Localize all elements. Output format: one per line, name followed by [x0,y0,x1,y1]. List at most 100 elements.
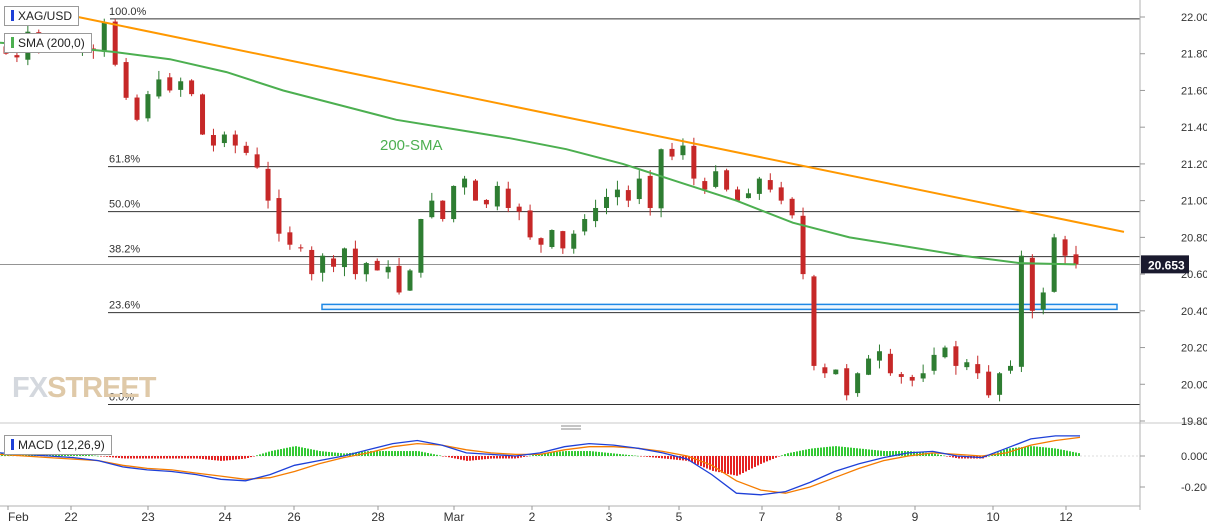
macd-histogram-bar [649,456,651,458]
macd-histogram-bar [673,456,675,460]
macd-histogram-bar [766,456,768,462]
macd-histogram-bar [937,454,939,456]
macd-histogram-bar [157,456,159,459]
macd-histogram-bar [496,456,498,459]
candle [232,130,238,154]
macd-histogram-bar [1033,446,1035,456]
macd-histogram-bar [391,451,393,456]
candle [669,142,675,161]
macd-histogram-bar [805,449,807,456]
candle [265,161,271,209]
candle-body [549,230,555,248]
macd-histogram-bar [1051,448,1053,456]
candle-body [287,232,293,245]
macd-histogram-bar [784,454,786,456]
macd-histogram-bar [283,448,285,456]
candle-body [309,249,315,275]
candle-body [724,170,730,190]
candle-body [505,188,511,208]
macd-histogram-bar [118,456,120,459]
macd-histogram-bar [130,456,132,459]
macd-histogram-bar [595,451,597,456]
macd-histogram-bar [415,451,417,456]
macd-histogram-bar [322,451,324,456]
candle-body [462,178,468,188]
macd-histogram-bar [433,454,435,456]
candle [604,188,610,215]
macd-histogram-bar [211,456,213,460]
candle [112,18,118,67]
macd-histogram-bar [253,456,255,457]
candle [735,186,741,201]
y-tick-label: 21.400 [1181,122,1207,134]
candle [778,181,784,205]
macd-histogram-bar [112,456,114,458]
candle [964,358,970,371]
macd-histogram-bar [355,452,357,456]
candle-body [680,145,686,156]
macd-histogram-bar [268,451,270,456]
candle [189,79,195,97]
macd-histogram-bar [643,456,645,457]
macd-histogram-bar [259,454,261,456]
macd-histogram-bar [553,452,555,456]
macd-histogram-bar [562,451,564,456]
candle-body [374,260,380,271]
macd-histogram-bar [853,447,855,456]
macd-histogram-bar [859,448,861,456]
macd-histogram-bar [739,456,741,475]
macd-histogram-bar [205,456,207,460]
macd-histogram-bar [493,456,495,459]
macd-histogram-bar [451,456,453,458]
macd-histogram-bar [178,456,180,459]
candle-body [909,376,915,381]
fxstreet-watermark: FXSTREET [12,372,156,405]
macd-histogram-bar [583,451,585,456]
macd-histogram-bar [664,456,666,459]
macd-histogram-bar [640,456,642,457]
candle [516,203,522,221]
signal-line [0,436,1081,494]
macd-histogram-bar [172,456,174,459]
macd-histogram-bar [757,456,759,466]
macd-histogram-bar [220,456,222,461]
candle-body [276,198,282,234]
series-color-marker [11,10,14,21]
macd-histogram-bar [241,456,243,459]
macd-histogram-bar [148,456,150,459]
candle [451,185,457,223]
macd-histogram-bar [568,451,570,456]
candle [658,148,664,218]
macd-histogram-bar [226,456,228,461]
macd-histogram-bar [352,452,354,456]
candle-body [331,258,337,267]
candle-body [101,22,107,52]
macd-histogram-bar [940,454,942,456]
candle-body [494,185,500,207]
candle [975,355,981,379]
macd-histogram-bar [1024,446,1026,456]
candle-body [123,62,129,98]
macd-histogram-bar [1027,446,1029,456]
candle [287,226,293,250]
candle [571,230,577,254]
x-tick-label: Feb [8,510,29,524]
candle-body [243,145,249,153]
candle-body [232,134,238,146]
candle-body [713,171,719,187]
macd-histogram-bar [796,451,798,456]
macd-histogram-bar [943,455,945,457]
candle [997,372,1003,402]
macd-title: MACD (12,26,9) [18,438,105,452]
candle-body [855,373,861,394]
y-tick-label: 19.800 [1181,416,1207,428]
macd-histogram-bar [880,450,882,456]
candle [352,240,358,280]
macd-histogram-bar [1015,447,1017,456]
macd-histogram-bar [109,456,111,458]
candle [178,77,184,97]
candle [942,345,948,359]
candle-body [396,265,402,293]
support-zone [321,303,1118,311]
candle-body [200,94,206,135]
